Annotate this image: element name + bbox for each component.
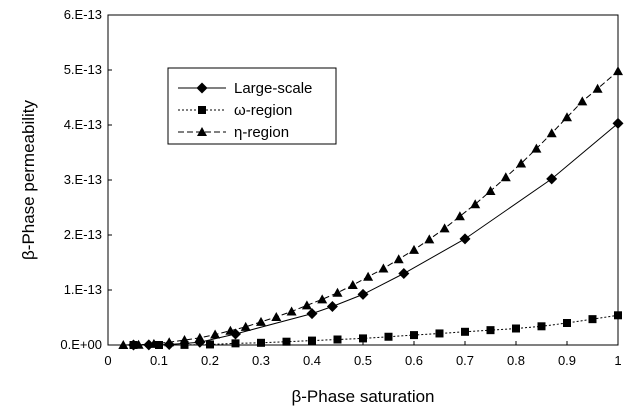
y-tick-label: 5.E-13 [64,62,102,77]
data-point [164,337,175,347]
legend-label: Large-scale [234,80,312,97]
x-tick-label: 0.6 [405,353,423,368]
data-point [359,334,367,343]
series-layer [118,66,624,351]
data-point [180,340,189,349]
x-axis: 0 0.1 0.2 0.3 0.4 0.5 0.6 0.7 0.8 0.9 1 [104,341,622,368]
data-point [194,332,205,342]
data-point [378,263,389,273]
x-tick-label: 0.5 [354,353,372,368]
data-point [308,336,316,345]
data-point [500,172,511,182]
data-point [424,234,435,244]
data-point [301,300,312,310]
x-tick-label: 0.2 [201,353,219,368]
data-point [240,321,251,331]
data-point [306,308,318,320]
x-tick-label: 0.1 [150,353,168,368]
data-point [347,280,358,290]
data-point [256,316,266,326]
data-point [393,254,404,264]
data-point [179,335,190,345]
data-point [155,341,163,349]
legend: Large-scale ω-region η-region [167,67,337,145]
y-tick-label: 4.E-13 [64,117,102,132]
data-point [612,117,624,129]
data-point [485,186,496,195]
data-point [363,271,374,281]
x-tick-label: 0.4 [303,353,321,368]
x-tick-label: 0 [104,353,111,368]
data-point [562,112,572,122]
series-triangle [118,66,623,349]
data-point [592,83,603,93]
legend-label: η-region [234,124,289,141]
data-point [286,306,297,316]
series-line [133,122,619,346]
data-point [282,337,291,346]
data-point [225,325,236,335]
data-point [333,335,342,344]
data-point [588,315,597,324]
data-point [118,340,129,349]
data-point [317,294,328,304]
data-point [409,244,419,254]
x-axis-title: β-Phase saturation [291,387,434,406]
data-point [357,288,369,300]
data-point [271,311,282,321]
legend-label: ω-region [234,102,292,119]
data-point [206,340,214,349]
x-tick-label: 0.8 [507,353,525,368]
y-tick-label: 1.E-13 [64,282,102,297]
data-point [332,287,343,297]
y-tick-label: 0.E+00 [60,337,102,352]
x-tick-label: 0.7 [456,353,474,368]
y-tick-label: 2.E-13 [64,227,102,242]
data-point [546,128,557,138]
data-point [531,143,542,153]
y-axis-title: β-Phase permeability [19,99,38,260]
data-point [614,311,622,320]
x-tick-label: 0.9 [558,353,576,368]
data-point [461,327,469,336]
data-point [486,326,495,335]
data-point [454,211,465,221]
y-tick-label: 6.E-13 [64,7,102,22]
series-diamond [128,117,624,351]
data-point [210,329,221,339]
legend-marker [197,127,207,136]
data-point [410,331,418,340]
y-tick-label: 3.E-13 [64,172,102,187]
data-point [563,319,571,327]
data-point [148,338,159,348]
data-point [435,329,444,338]
series-line [133,314,619,346]
data-point [384,332,393,341]
x-tick-label: 0.3 [252,353,270,368]
data-point [326,301,338,312]
data-point [512,324,520,333]
data-point [231,339,240,348]
data-point [577,96,588,106]
data-point [613,66,623,76]
legend-marker [198,106,206,114]
y-axis: 0.E+00 1.E-13 2.E-13 3.E-13 4.E-13 5.E-13 6.E-… [60,7,112,352]
data-point [398,268,410,279]
data-point [516,158,527,168]
data-point [133,339,144,349]
data-point [537,322,546,331]
x-tick-label: 1 [614,353,621,368]
data-point [257,338,265,347]
legend-box [167,67,337,145]
data-point [439,223,450,233]
data-point [459,233,471,245]
data-point [546,173,558,185]
legend-marker [196,82,208,94]
data-point [470,199,481,209]
